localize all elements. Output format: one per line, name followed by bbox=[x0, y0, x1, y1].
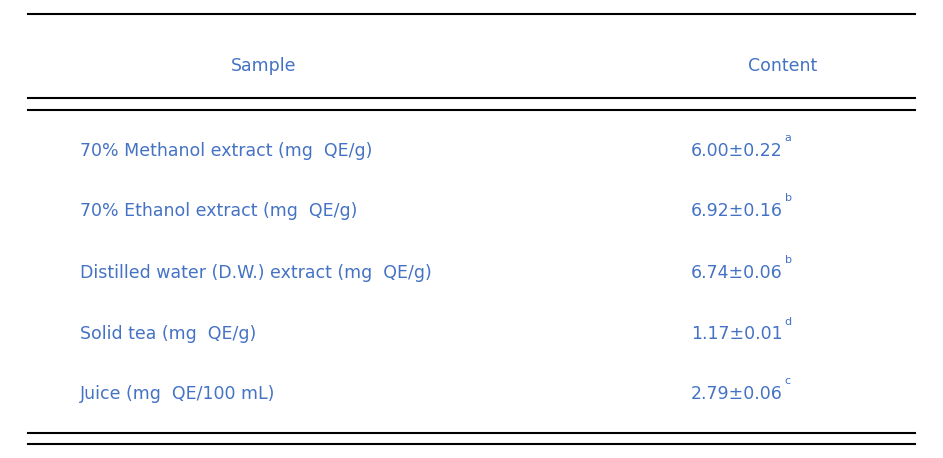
Text: c: c bbox=[785, 376, 790, 386]
Text: 6.74±0.06: 6.74±0.06 bbox=[691, 263, 783, 282]
Text: b: b bbox=[785, 255, 791, 265]
Text: Content: Content bbox=[748, 57, 818, 76]
Text: Juice (mg  QE/100 mL): Juice (mg QE/100 mL) bbox=[80, 385, 275, 403]
Text: Solid tea (mg  QE/g): Solid tea (mg QE/g) bbox=[80, 325, 256, 344]
Text: d: d bbox=[785, 316, 792, 327]
Text: 6.00±0.22: 6.00±0.22 bbox=[691, 142, 783, 160]
Text: Sample: Sample bbox=[231, 57, 297, 76]
Text: a: a bbox=[785, 133, 791, 143]
Text: 2.79±0.06: 2.79±0.06 bbox=[691, 385, 783, 403]
Text: b: b bbox=[785, 193, 791, 203]
Text: 70% Ethanol extract (mg  QE/g): 70% Ethanol extract (mg QE/g) bbox=[80, 202, 357, 220]
Text: 1.17±0.01: 1.17±0.01 bbox=[691, 325, 783, 344]
Text: Distilled water (D.W.) extract (mg  QE/g): Distilled water (D.W.) extract (mg QE/g) bbox=[80, 263, 432, 282]
Text: 70% Methanol extract (mg  QE/g): 70% Methanol extract (mg QE/g) bbox=[80, 142, 372, 160]
Text: 6.92±0.16: 6.92±0.16 bbox=[690, 202, 783, 220]
